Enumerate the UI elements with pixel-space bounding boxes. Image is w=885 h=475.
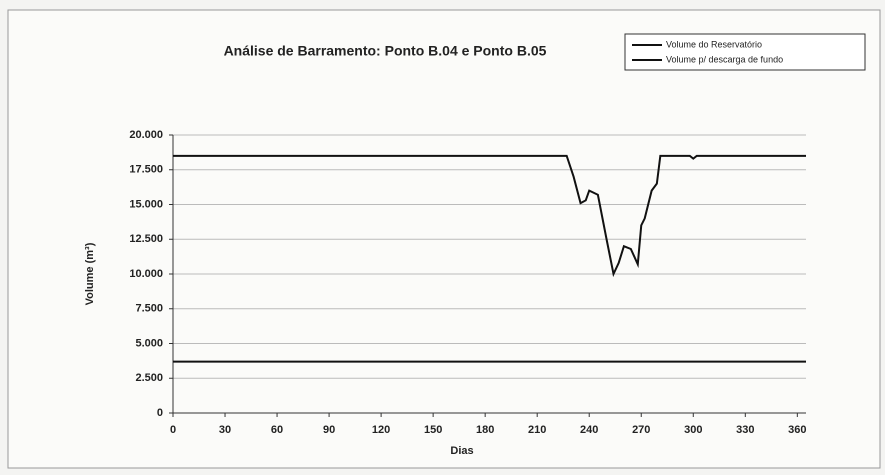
y-tick-label: 7.500 bbox=[135, 303, 163, 315]
x-axis-label: Dias bbox=[450, 445, 473, 457]
x-tick-label: 90 bbox=[323, 424, 335, 436]
x-tick-label: 360 bbox=[788, 424, 806, 436]
x-tick-label: 0 bbox=[170, 424, 176, 436]
y-tick-label: 5.000 bbox=[135, 337, 163, 349]
x-tick-label: 120 bbox=[372, 424, 390, 436]
x-tick-label: 60 bbox=[271, 424, 283, 436]
y-tick-label: 12.500 bbox=[129, 233, 163, 245]
chart-title: Análise de Barramento: Ponto B.04 e Pont… bbox=[224, 43, 547, 59]
legend bbox=[624, 33, 866, 71]
y-tick-label: 0 bbox=[157, 407, 163, 419]
x-tick-label: 240 bbox=[580, 424, 598, 436]
legend-label: Volume p/ descarga de fundo bbox=[666, 54, 783, 64]
x-tick-label: 180 bbox=[476, 424, 494, 436]
legend-label: Volume do Reservatório bbox=[666, 39, 762, 49]
x-tick-label: 300 bbox=[684, 424, 702, 436]
y-tick-label: 20.000 bbox=[129, 129, 163, 141]
x-tick-label: 330 bbox=[736, 424, 754, 436]
x-tick-label: 30 bbox=[219, 424, 231, 436]
x-tick-label: 150 bbox=[424, 424, 442, 436]
y-tick-label: 10.000 bbox=[129, 268, 163, 280]
series-line bbox=[173, 154, 806, 278]
x-tick-label: 210 bbox=[528, 424, 546, 436]
x-tick-label: 270 bbox=[632, 424, 650, 436]
y-tick-label: 2.500 bbox=[135, 372, 163, 384]
y-tick-label: 15.000 bbox=[129, 198, 163, 210]
y-tick-label: 17.500 bbox=[129, 164, 163, 176]
y-axis-label: Volume (m³) bbox=[84, 242, 96, 305]
